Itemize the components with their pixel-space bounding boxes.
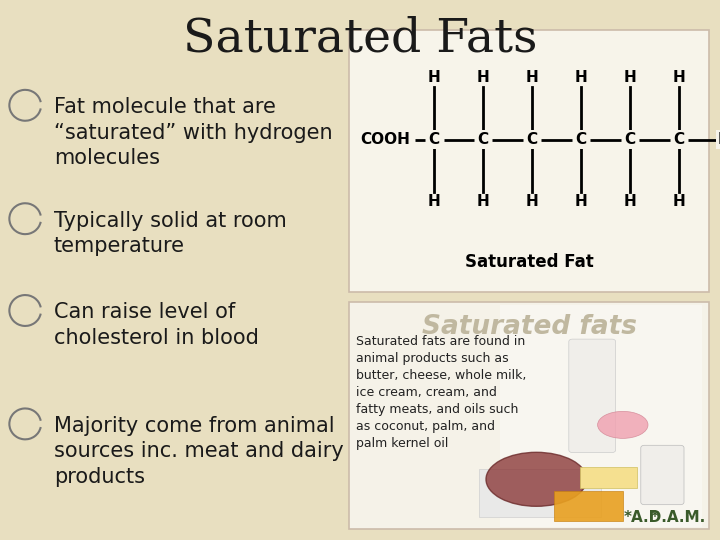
Text: H: H: [428, 194, 441, 210]
Text: H: H: [428, 70, 441, 85]
FancyBboxPatch shape: [554, 491, 623, 521]
Text: *: *: [651, 510, 659, 525]
Text: H: H: [624, 194, 636, 210]
Text: H: H: [624, 70, 636, 85]
Text: COOH: COOH: [360, 132, 410, 147]
Text: C: C: [673, 132, 685, 147]
Text: H: H: [477, 194, 490, 210]
Text: H: H: [672, 194, 685, 210]
FancyBboxPatch shape: [500, 305, 702, 526]
FancyBboxPatch shape: [349, 30, 709, 292]
Text: H: H: [575, 194, 588, 210]
Text: C: C: [477, 132, 489, 147]
Text: H: H: [718, 132, 720, 147]
Text: H: H: [526, 70, 539, 85]
Text: H: H: [575, 70, 588, 85]
Text: C: C: [575, 132, 587, 147]
Text: H: H: [477, 70, 490, 85]
Text: Majority come from animal
sources inc. meat and dairy
products: Majority come from animal sources inc. m…: [54, 416, 343, 487]
Text: H: H: [672, 70, 685, 85]
Text: Fat molecule that are
“saturated” with hydrogen
molecules: Fat molecule that are “saturated” with h…: [54, 97, 333, 168]
Text: Saturated fats are found in
animal products such as
butter, cheese, whole milk,
: Saturated fats are found in animal produ…: [356, 335, 527, 450]
Text: Saturated Fat: Saturated Fat: [465, 253, 593, 271]
Ellipse shape: [486, 453, 587, 507]
FancyBboxPatch shape: [580, 467, 637, 488]
Text: C: C: [624, 132, 636, 147]
FancyBboxPatch shape: [641, 446, 684, 505]
FancyBboxPatch shape: [349, 302, 709, 529]
Text: Can raise level of
cholesterol in blood: Can raise level of cholesterol in blood: [54, 302, 259, 348]
FancyBboxPatch shape: [569, 339, 616, 453]
Text: *A.D.A.M.: *A.D.A.M.: [624, 510, 706, 525]
Text: H: H: [526, 194, 539, 210]
Ellipse shape: [598, 411, 648, 438]
Text: C: C: [526, 132, 538, 147]
Text: C: C: [428, 132, 440, 147]
FancyBboxPatch shape: [479, 469, 601, 517]
Text: Typically solid at room
temperature: Typically solid at room temperature: [54, 211, 287, 256]
Text: Saturated fats: Saturated fats: [422, 314, 636, 340]
Text: Saturated Fats: Saturated Fats: [183, 16, 537, 62]
